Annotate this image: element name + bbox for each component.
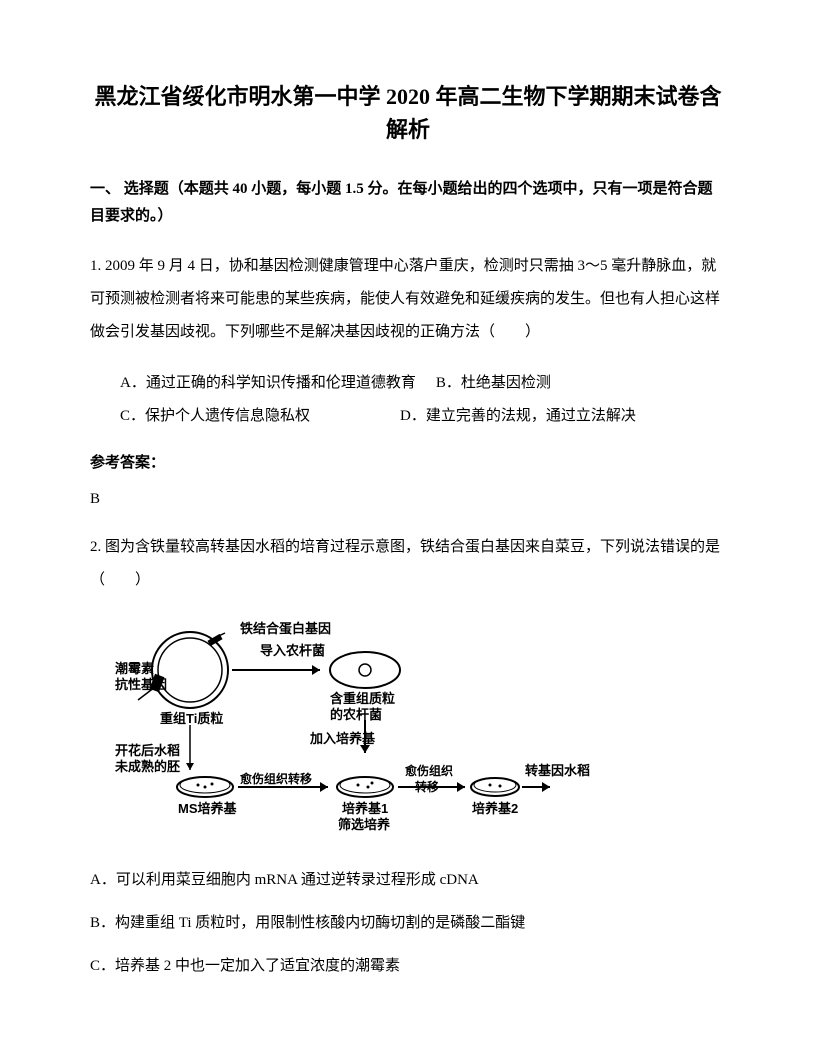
q2-option-b: B．构建重组 Ti 质粒时，用限制性核酸内切酶切割的是磷酸二酯键 — [90, 907, 726, 940]
q2-option-a: A．可以利用菜豆细胞内 mRNA 通过逆转录过程形成 cDNA — [90, 864, 726, 897]
q1-option-b: B．杜绝基因检测 — [436, 367, 551, 400]
label-add-medium: 加入培养基 — [309, 731, 376, 746]
question-1-text: 1. 2009 年 9 月 4 日，协和基因检测健康管理中心落户重庆，检测时只需… — [90, 250, 726, 349]
section-header: 一、 选择题（本题共 40 小题，每小题 1.5 分。在每小题给出的四个选项中，… — [90, 176, 726, 230]
label-import: 导入农杆菌 — [260, 643, 325, 658]
q1-option-a: A．通过正确的科学知识传播和伦理道德教育 — [120, 367, 416, 400]
label-transgenic: 转基因水稻 — [525, 763, 590, 778]
q1-option-d: D．建立完善的法规，通过立法解决 — [400, 400, 636, 433]
answer-label: 参考答案： — [90, 451, 726, 475]
label-recomb-ti: 重组Ti质粒 — [160, 711, 223, 726]
q2-option-c: C．培养基 2 中也一定加入了适宜浓度的潮霉素 — [90, 950, 726, 983]
label-rice1: 开花后水稻 — [115, 743, 180, 758]
label-callus1: 愈伤组织转移 — [240, 771, 312, 786]
diagram: 铁结合蛋白基因 潮霉素 抗性基因 重组Ti质粒 导入农杆菌 含重组质粒 的农杆菌… — [110, 615, 590, 844]
label-agro1: 含重组质粒 — [329, 691, 395, 706]
question-2-text: 2. 图为含铁量较高转基因水稻的培育过程示意图，铁结合蛋白基因来自菜豆，下列说法… — [90, 531, 726, 597]
q1-answer: B — [90, 487, 726, 511]
label-iron-gene: 铁结合蛋白基因 — [239, 621, 331, 636]
label-screen: 筛选培养 — [338, 817, 391, 832]
label-ms: MS培养基 — [178, 801, 238, 816]
page-title: 黑龙江省绥化市明水第一中学 2020 年高二生物下学期期末试卷含解析 — [90, 80, 726, 146]
label-callus2a: 愈伤组织 — [405, 763, 453, 778]
label-hygromycin2: 抗性基因 — [115, 677, 167, 692]
label-medium1: 培养基1 — [342, 801, 388, 816]
label-hygromycin1: 潮霉素 — [115, 661, 154, 676]
label-medium2: 培养基2 — [472, 801, 518, 816]
label-agro2: 的农杆菌 — [330, 707, 382, 722]
question-1-options: A．通过正确的科学知识传播和伦理道德教育 B．杜绝基因检测 C．保护个人遗传信息… — [90, 367, 726, 433]
q1-option-c: C．保护个人遗传信息隐私权 — [120, 400, 380, 433]
label-rice2: 未成熟的胚 — [114, 759, 180, 774]
